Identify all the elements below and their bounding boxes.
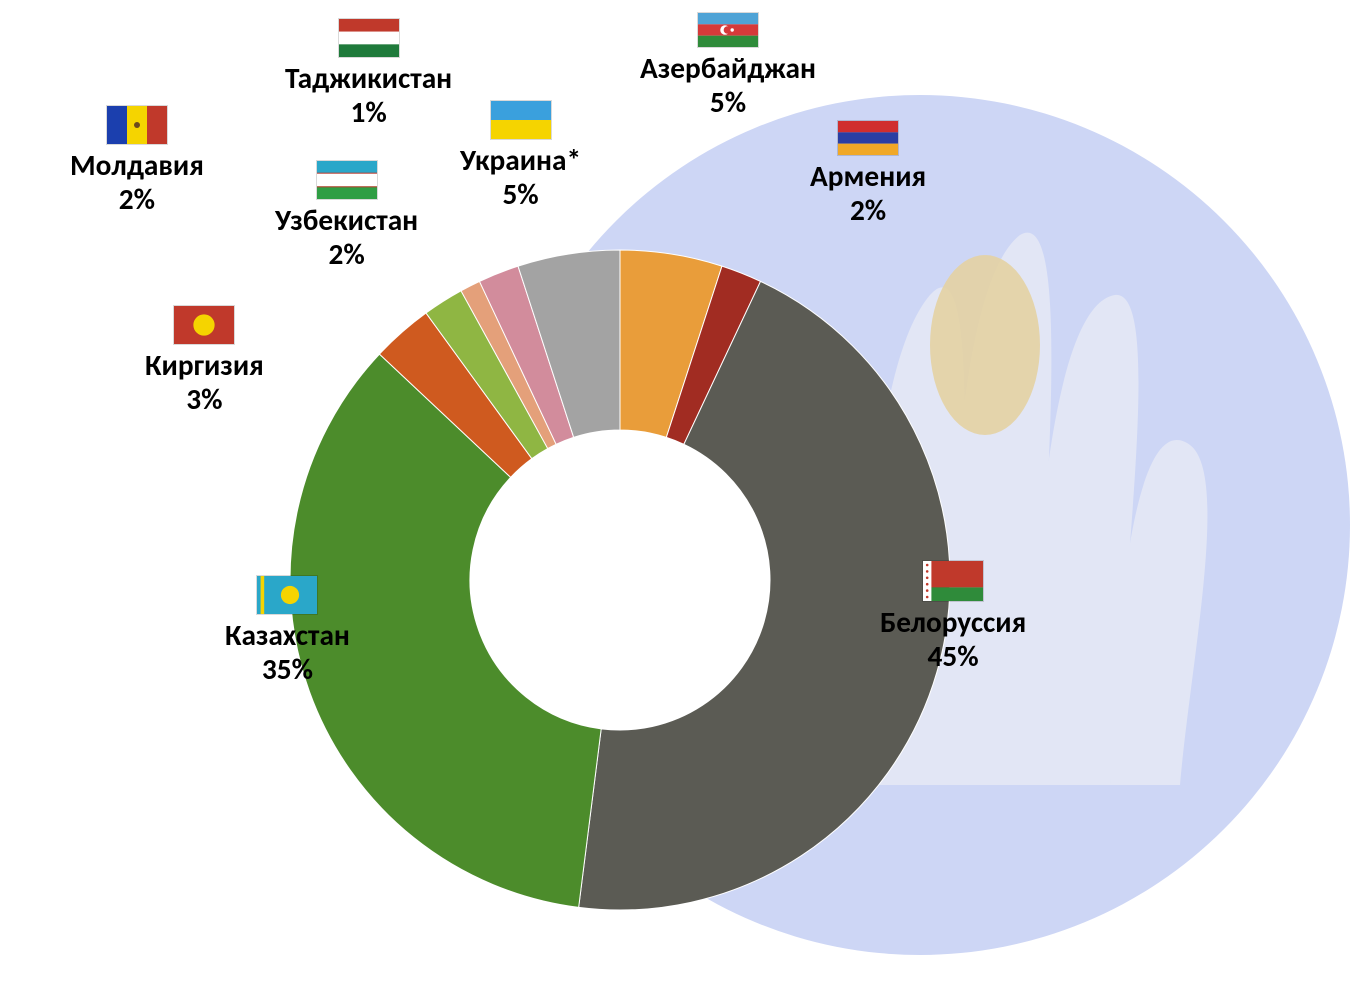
flag-ukraine-icon xyxy=(490,100,552,140)
label-armenia-pct: 2% xyxy=(810,194,926,228)
flag-armenia-icon xyxy=(837,120,899,156)
label-azerbaijan-pct: 5% xyxy=(640,86,816,120)
flag-belarus-icon xyxy=(922,560,984,602)
label-kazakhstan-name: Казахстан xyxy=(225,619,350,653)
label-armenia-name: Армения xyxy=(810,160,926,194)
label-moldova-name: Молдавия xyxy=(70,149,204,183)
label-ukraine: Украина*5% xyxy=(460,100,581,211)
flag-moldova-icon xyxy=(106,105,168,145)
label-kazakhstan: Казахстан35% xyxy=(225,575,350,686)
label-belarus-name: Белоруссия xyxy=(880,606,1026,640)
donut-hole xyxy=(470,430,770,730)
label-belarus: Белоруссия45% xyxy=(880,560,1026,673)
label-kazakhstan-pct: 35% xyxy=(225,653,350,687)
label-kyrgyzstan-name: Киргизия xyxy=(145,349,264,383)
flag-uzbekistan-icon xyxy=(316,160,378,200)
label-kyrgyzstan: Киргизия3% xyxy=(145,305,264,416)
label-moldova-pct: 2% xyxy=(70,183,204,217)
label-moldova: Молдавия2% xyxy=(70,105,204,216)
donut-chart xyxy=(288,248,952,912)
label-belarus-pct: 45% xyxy=(880,640,1026,674)
label-azerbaijan-name: Азербайджан xyxy=(640,52,816,86)
chart-stage: Азербайджан5%Армения2%Белоруссия45%Казах… xyxy=(0,0,1366,986)
label-tajikistan-name: Таджикистан xyxy=(285,62,452,96)
label-ukraine-pct: 5% xyxy=(460,178,581,212)
label-tajikistan-pct: 1% xyxy=(285,96,452,130)
flag-tajikistan-icon xyxy=(338,18,400,58)
label-armenia: Армения2% xyxy=(810,120,926,227)
label-azerbaijan: Азербайджан5% xyxy=(640,12,816,119)
label-uzbekistan: Узбекистан2% xyxy=(275,160,418,271)
label-tajikistan: Таджикистан1% xyxy=(285,18,452,129)
label-kyrgyzstan-pct: 3% xyxy=(145,383,264,417)
flag-kyrgyzstan-icon xyxy=(173,305,235,345)
label-uzbekistan-pct: 2% xyxy=(275,238,418,272)
flag-azerbaijan-icon xyxy=(697,12,759,48)
flag-kazakhstan-icon xyxy=(256,575,318,615)
label-ukraine-name: Украина* xyxy=(460,144,581,178)
label-uzbekistan-name: Узбекистан xyxy=(275,204,418,238)
